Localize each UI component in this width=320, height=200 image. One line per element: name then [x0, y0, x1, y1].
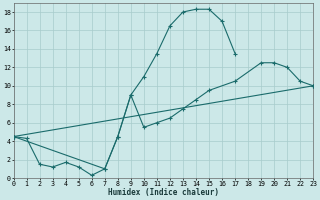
X-axis label: Humidex (Indice chaleur): Humidex (Indice chaleur) [108, 188, 219, 197]
